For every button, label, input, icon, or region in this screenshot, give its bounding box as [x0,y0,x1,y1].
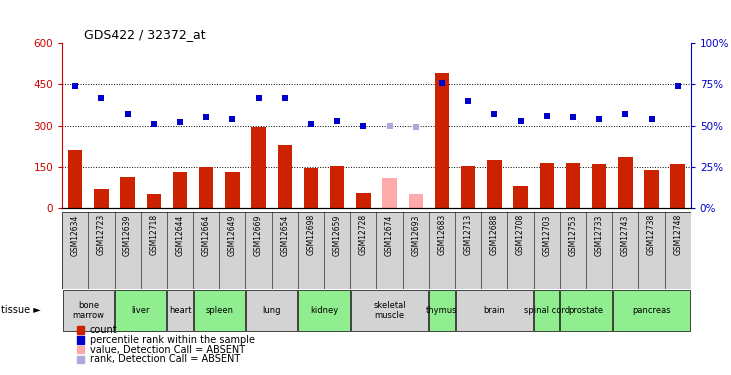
Bar [278,145,292,208]
Bar [94,189,109,208]
Bar [618,157,632,208]
Text: GSM12669: GSM12669 [254,214,263,255]
Text: GSM12693: GSM12693 [412,214,420,255]
Text: GSM12708: GSM12708 [516,214,525,255]
FancyBboxPatch shape [351,290,428,331]
Bar [121,177,135,208]
Text: GSM12743: GSM12743 [621,214,630,255]
Bar [251,127,266,208]
Text: prostate: prostate [569,306,604,315]
Bar [539,163,554,208]
Text: liver: liver [132,306,150,315]
Text: GSM12738: GSM12738 [647,214,656,255]
FancyBboxPatch shape [613,290,690,331]
Text: GDS422 / 32372_at: GDS422 / 32372_at [84,28,205,41]
Text: bone
marrow: bone marrow [72,301,105,320]
Bar [147,194,161,208]
Text: GSM12683: GSM12683 [437,214,447,255]
Text: thymus: thymus [426,306,458,315]
Text: GSM12664: GSM12664 [202,214,211,255]
FancyBboxPatch shape [534,290,559,331]
Text: GSM12723: GSM12723 [97,214,106,255]
Bar [68,150,83,208]
Text: GSM12713: GSM12713 [463,214,473,255]
Text: rank, Detection Call = ABSENT: rank, Detection Call = ABSENT [90,354,240,364]
Text: percentile rank within the sample: percentile rank within the sample [90,335,255,345]
Bar [513,186,528,208]
FancyBboxPatch shape [115,290,167,331]
FancyBboxPatch shape [298,290,349,331]
Bar [330,165,344,208]
Text: GSM12649: GSM12649 [228,214,237,255]
Text: GSM12733: GSM12733 [594,214,604,255]
Text: spinal cord: spinal cord [523,306,569,315]
Bar [566,163,580,208]
Text: lung: lung [262,306,281,315]
Text: GSM12753: GSM12753 [569,214,577,255]
Text: count: count [90,325,118,335]
Text: heart: heart [169,306,192,315]
FancyBboxPatch shape [455,290,533,331]
Text: GSM12644: GSM12644 [175,214,184,255]
Text: brain: brain [483,306,505,315]
Text: GSM12703: GSM12703 [542,214,551,255]
Bar [670,164,685,208]
Text: GSM12698: GSM12698 [306,214,316,255]
Text: GSM12659: GSM12659 [333,214,341,255]
Bar [487,160,501,208]
Bar [644,170,659,208]
Bar [356,193,371,208]
Bar [409,194,423,208]
Text: pancreas: pancreas [632,306,671,315]
Text: GSM12718: GSM12718 [149,214,159,255]
FancyBboxPatch shape [561,290,612,331]
FancyBboxPatch shape [167,290,192,331]
Bar [592,164,606,208]
Bar [225,172,240,208]
Bar [435,74,449,208]
Text: GSM12654: GSM12654 [280,214,289,255]
FancyBboxPatch shape [63,290,114,331]
Text: GSM12748: GSM12748 [673,214,682,255]
Text: GSM12688: GSM12688 [490,214,499,255]
FancyBboxPatch shape [194,290,245,331]
Text: kidney: kidney [310,306,338,315]
Text: value, Detection Call = ABSENT: value, Detection Call = ABSENT [90,345,245,355]
Text: spleen: spleen [205,306,233,315]
Bar [461,165,475,208]
FancyBboxPatch shape [246,290,298,331]
Text: GSM12639: GSM12639 [123,214,132,255]
Bar [199,167,213,208]
Text: skeletal
muscle: skeletal muscle [374,301,406,320]
FancyBboxPatch shape [429,290,455,331]
Bar [382,178,397,208]
Text: GSM12674: GSM12674 [385,214,394,255]
Bar [173,172,187,208]
Text: GSM12728: GSM12728 [359,214,368,255]
Text: tissue ►: tissue ► [1,305,41,315]
Bar [304,168,318,208]
Text: GSM12634: GSM12634 [71,214,80,255]
